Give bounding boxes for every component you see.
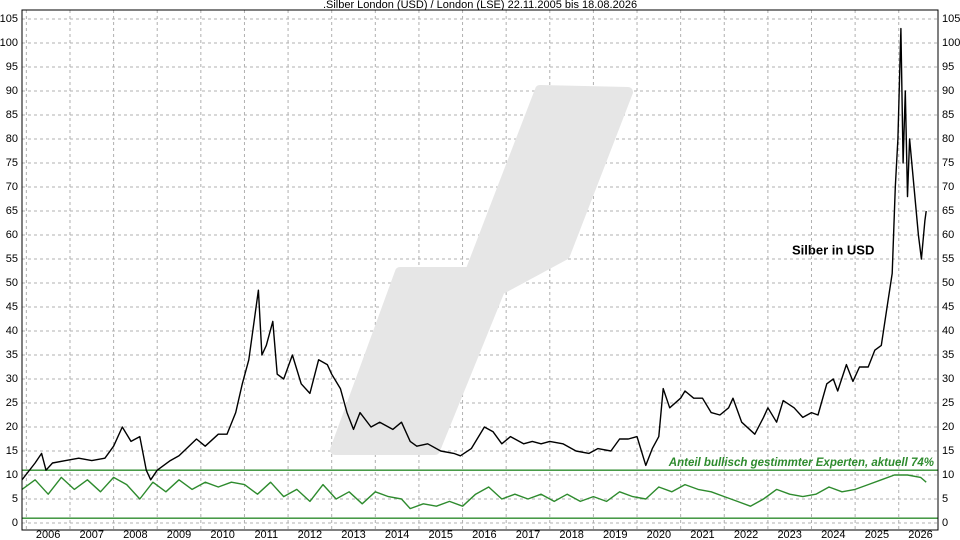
x-tick-label: 2025 — [865, 529, 889, 540]
x-tick-label: 2026 — [908, 529, 932, 540]
y-tick-label: 50 — [6, 277, 18, 289]
y-tick-label: 15 — [6, 445, 18, 457]
y-tick-label: 20 — [6, 421, 18, 433]
y-tick-label: 60 — [6, 229, 18, 241]
watermark — [330, 85, 633, 455]
y-tick-label: 5 — [12, 493, 18, 505]
y2-tick-label: 75 — [942, 157, 954, 169]
y2-tick-label: 40 — [942, 325, 954, 337]
y-tick-label: 35 — [6, 349, 18, 361]
x-tick-label: 2016 — [472, 529, 496, 540]
y2-tick-label: 95 — [942, 61, 954, 73]
y-tick-label: 70 — [6, 181, 18, 193]
x-tick-label: 2010 — [210, 529, 234, 540]
y2-tick-label: 45 — [942, 301, 954, 313]
y-tick-label: 55 — [6, 253, 18, 265]
y2-tick-label: 0 — [942, 517, 948, 529]
y2-tick-label: 55 — [942, 253, 954, 265]
y2-tick-label: 85 — [942, 109, 954, 121]
y2-tick-label: 65 — [942, 205, 954, 217]
series-line — [21, 27, 927, 481]
series-line — [21, 474, 927, 510]
y-tick-label: 75 — [6, 157, 18, 169]
y2-tick-label: 5 — [942, 493, 948, 505]
y-tick-label: 85 — [6, 109, 18, 121]
y-tick-label: 30 — [6, 373, 18, 385]
annotation: Anteil bullisch gestimmter Experten, akt… — [668, 457, 934, 469]
y2-tick-label: 25 — [942, 397, 954, 409]
x-tick-label: 2013 — [341, 529, 365, 540]
y-tick-label: 40 — [6, 325, 18, 337]
x-tick-label: 2015 — [429, 529, 453, 540]
y2-tick-label: 80 — [942, 133, 954, 145]
y-tick-label: 80 — [6, 133, 18, 145]
x-tick-label: 2018 — [559, 529, 583, 540]
y2-tick-label: 15 — [942, 445, 954, 457]
y-tick-label: 45 — [6, 301, 18, 313]
y-tick-label: 65 — [6, 205, 18, 217]
y-tick-label: 105 — [0, 13, 18, 25]
y-tick-label: 25 — [6, 397, 18, 409]
y2-tick-label: 105 — [942, 13, 960, 25]
y-tick-label: 95 — [6, 61, 18, 73]
y-tick-label: 100 — [0, 37, 18, 49]
chart-title: .Silber London (USD) / London (LSE) 22.1… — [323, 0, 637, 11]
y2-tick-label: 70 — [942, 181, 954, 193]
y2-tick-label: 30 — [942, 373, 954, 385]
x-tick-label: 2021 — [690, 529, 714, 540]
y2-tick-label: 100 — [942, 37, 960, 49]
annotation: Silber in USD — [792, 242, 874, 257]
x-tick-label: 2007 — [80, 529, 104, 540]
y2-tick-label: 20 — [942, 421, 954, 433]
plot — [21, 27, 938, 519]
x-tick-label: 2022 — [734, 529, 758, 540]
y2-tick-label: 50 — [942, 277, 954, 289]
y2-tick-label: 90 — [942, 85, 954, 97]
y-tick-label: 0 — [12, 517, 18, 529]
y2-tick-label: 35 — [942, 349, 954, 361]
x-tick-label: 2006 — [36, 529, 60, 540]
y2-tick-label: 60 — [942, 229, 954, 241]
x-tick-label: 2024 — [821, 529, 845, 540]
x-tick-label: 2011 — [254, 529, 278, 540]
x-tick-label: 2017 — [516, 529, 540, 540]
y-tick-label: 10 — [6, 469, 18, 481]
x-tick-label: 2012 — [298, 529, 322, 540]
x-tick-label: 2014 — [385, 529, 409, 540]
x-tick-label: 2009 — [167, 529, 191, 540]
y-tick-label: 90 — [6, 85, 18, 97]
x-tick-label: 2019 — [603, 529, 627, 540]
x-tick-label: 2023 — [777, 529, 801, 540]
y2-tick-label: 10 — [942, 469, 954, 481]
x-tick-label: 2020 — [647, 529, 671, 540]
plot-frame — [21, 9, 939, 531]
x-tick-label: 2008 — [123, 529, 147, 540]
